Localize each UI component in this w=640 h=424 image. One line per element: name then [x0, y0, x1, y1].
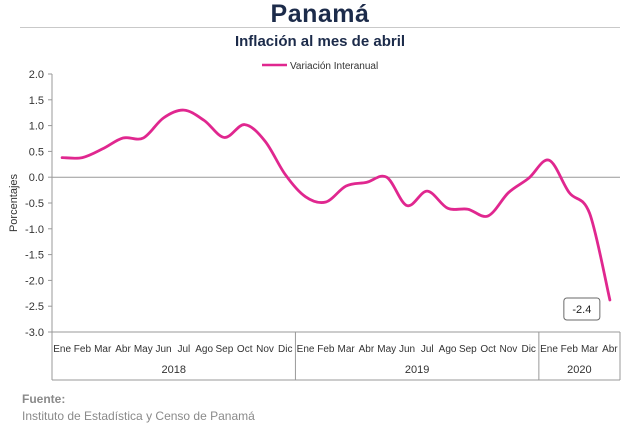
data-point	[183, 109, 185, 111]
data-point	[426, 190, 428, 192]
source-label: Fuente:	[22, 392, 66, 406]
data-point	[365, 181, 367, 183]
x-tick-label: Ene	[297, 344, 315, 355]
x-tick-label: Oct	[237, 344, 253, 355]
x-tick-label: Feb	[561, 344, 579, 355]
source-text: Instituto de Estadística y Censo de Pana…	[22, 409, 255, 423]
x-tick-label: Ago	[195, 344, 213, 355]
data-point	[102, 148, 104, 150]
x-tick-label: Sep	[216, 344, 234, 355]
x-tick-label: Abr	[602, 344, 618, 355]
x-tick-label: Jul	[421, 344, 434, 355]
x-tick-label: Abr	[359, 344, 375, 355]
x-tick-label: Ene	[53, 344, 71, 355]
y-axis-label: Porcentajes	[8, 173, 20, 232]
data-point	[507, 191, 509, 193]
data-point	[264, 140, 266, 142]
x-tick-label: Sep	[459, 344, 477, 355]
y-tick-label: 2.0	[29, 69, 44, 81]
year-label: 2018	[161, 364, 185, 376]
data-point	[203, 119, 205, 121]
y-tick-label: 1.5	[29, 95, 44, 107]
x-tick-label: Mar	[94, 344, 112, 355]
data-point	[61, 156, 63, 158]
x-tick-label: Mar	[581, 344, 599, 355]
y-tick-label: -1.0	[25, 224, 44, 236]
data-point	[446, 207, 448, 209]
data-point	[406, 204, 408, 206]
y-tick-label: -3.0	[25, 327, 44, 339]
data-point	[284, 173, 286, 175]
year-label: 2020	[567, 364, 591, 376]
data-label-box	[563, 297, 601, 321]
series-line	[60, 108, 612, 302]
x-tick-label: Jun	[399, 344, 415, 355]
legend-label: Variación Interanual	[290, 61, 378, 72]
y-tick-label: 1.0	[29, 121, 44, 133]
x-tick-label: Abr	[115, 344, 131, 355]
data-point	[609, 299, 611, 301]
y-tick-label: 0.0	[29, 172, 44, 184]
data-point	[528, 177, 530, 179]
data-point	[244, 123, 246, 125]
data-point	[548, 159, 550, 161]
y-tick-label: 0.5	[29, 146, 44, 158]
x-tick-label: May	[134, 344, 153, 355]
y-tick-label: -2.5	[25, 301, 44, 313]
x-tick-label: Ene	[540, 344, 558, 355]
x-tick-label: Nov	[256, 344, 274, 355]
data-point	[304, 196, 306, 198]
data-label: -2.4	[572, 304, 591, 316]
chart-subtitle: Inflación al mes de abril	[234, 33, 406, 50]
title-divider	[20, 27, 620, 28]
x-tick-label: Feb	[317, 344, 335, 355]
data-point	[467, 208, 469, 210]
data-point	[142, 137, 144, 139]
data-point	[81, 156, 83, 158]
data-point	[588, 212, 590, 214]
data-point	[122, 137, 124, 139]
x-tick-label: Nov	[500, 344, 518, 355]
data-point	[223, 136, 225, 138]
year-label: 2019	[405, 364, 429, 376]
x-tick-label: Dic	[521, 344, 535, 355]
x-tick-label: Jun	[156, 344, 172, 355]
x-tick-label: Oct	[480, 344, 496, 355]
x-tick-label: Feb	[74, 344, 92, 355]
y-tick-label: -1.5	[25, 250, 44, 262]
x-tick-label: Mar	[338, 344, 356, 355]
x-tick-label: Ago	[439, 344, 457, 355]
data-point	[325, 201, 327, 203]
data-point	[162, 117, 164, 119]
y-tick-label: -2.0	[25, 275, 44, 287]
data-point	[487, 215, 489, 217]
data-point	[345, 185, 347, 187]
x-tick-label: May	[377, 344, 396, 355]
y-tick-label: -0.5	[25, 198, 44, 210]
x-tick-label: Dic	[278, 344, 292, 355]
x-tick-label: Jul	[177, 344, 190, 355]
data-point	[568, 191, 570, 193]
chart-title: Panamá	[270, 0, 370, 28]
data-point	[386, 176, 388, 178]
